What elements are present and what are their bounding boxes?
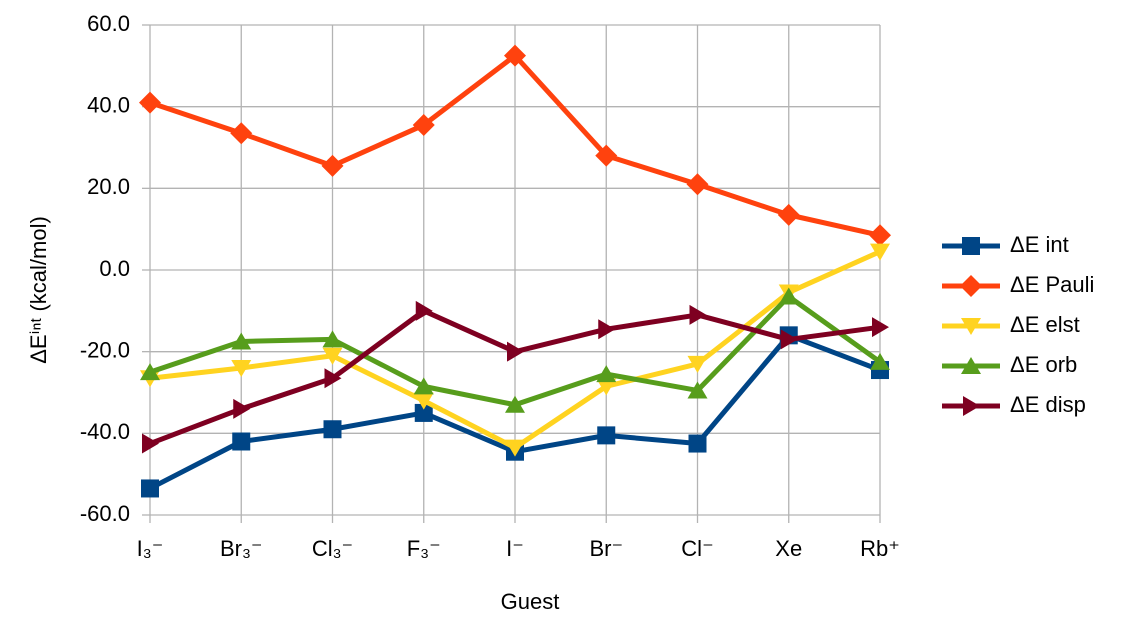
y-tick-label: 0.0 [99, 256, 130, 281]
legend-label: ΔE orb [1010, 352, 1077, 377]
marker [870, 243, 890, 261]
marker [505, 395, 525, 413]
marker [322, 330, 343, 348]
marker [777, 203, 800, 226]
y-tick-label: -40.0 [80, 419, 130, 444]
marker [140, 363, 160, 381]
marker [961, 318, 981, 335]
marker [230, 122, 253, 145]
x-tick-label: F₃⁻ [407, 536, 441, 561]
marker [141, 479, 159, 498]
marker [414, 403, 433, 422]
legend-item: ΔE int [942, 232, 1069, 257]
marker [413, 392, 434, 410]
legend-label: ΔE Pauli [1010, 272, 1094, 297]
marker [689, 304, 707, 325]
marker [142, 433, 159, 454]
marker [324, 368, 342, 389]
marker [322, 347, 343, 365]
marker [597, 426, 616, 445]
marker [504, 44, 526, 67]
x-tick-label: Cl₃⁻ [312, 536, 353, 561]
y-tick-label: 20.0 [87, 174, 130, 199]
marker [321, 154, 344, 177]
legend-item: ΔE Pauli [942, 272, 1094, 297]
x-tick-label: Br₃⁻ [220, 536, 263, 561]
marker [233, 398, 251, 419]
marker [686, 173, 709, 196]
marker [507, 341, 524, 362]
marker [778, 287, 799, 305]
marker [780, 329, 798, 350]
y-tick-label: -20.0 [80, 337, 130, 362]
marker [872, 317, 889, 338]
marker [323, 420, 342, 439]
marker [412, 114, 435, 137]
legend-label: ΔE int [1010, 232, 1069, 257]
x-tick-label: Rb⁺ [860, 536, 900, 561]
marker [869, 224, 891, 247]
marker [598, 319, 616, 340]
marker [688, 434, 707, 453]
marker [139, 91, 161, 114]
marker [505, 439, 525, 457]
marker [687, 381, 708, 399]
marker [595, 144, 618, 167]
marker [870, 352, 890, 370]
x-tick-label: I₃⁻ [137, 536, 164, 561]
marker [231, 360, 252, 377]
marker [960, 275, 982, 297]
marker [962, 237, 980, 255]
x-tick-label: I⁻ [506, 536, 524, 561]
marker [963, 396, 980, 416]
marker [413, 377, 434, 395]
legend-label: ΔE elst [1010, 312, 1080, 337]
x-axis-label: Guest [501, 589, 560, 614]
y-tick-label: 40.0 [87, 92, 130, 117]
marker [232, 432, 251, 451]
x-tick-label: Br⁻ [589, 536, 623, 561]
marker [596, 365, 617, 383]
y-axis-label: ΔEⁱⁿᵗ (kcal/mol) [26, 216, 51, 364]
marker [415, 300, 433, 321]
legend-item: ΔE elst [942, 312, 1080, 337]
marker [961, 357, 981, 374]
legend-item: ΔE disp [942, 392, 1086, 417]
x-tick-label: Cl⁻ [681, 536, 713, 561]
marker [596, 378, 617, 396]
marker [687, 355, 708, 373]
y-tick-label: -60.0 [80, 501, 130, 526]
legend-item: ΔE orb [942, 352, 1077, 377]
legend-label: ΔE disp [1010, 392, 1086, 417]
x-tick-label: Xe [775, 536, 802, 561]
y-tick-label: 60.0 [87, 11, 130, 36]
marker [231, 332, 252, 350]
